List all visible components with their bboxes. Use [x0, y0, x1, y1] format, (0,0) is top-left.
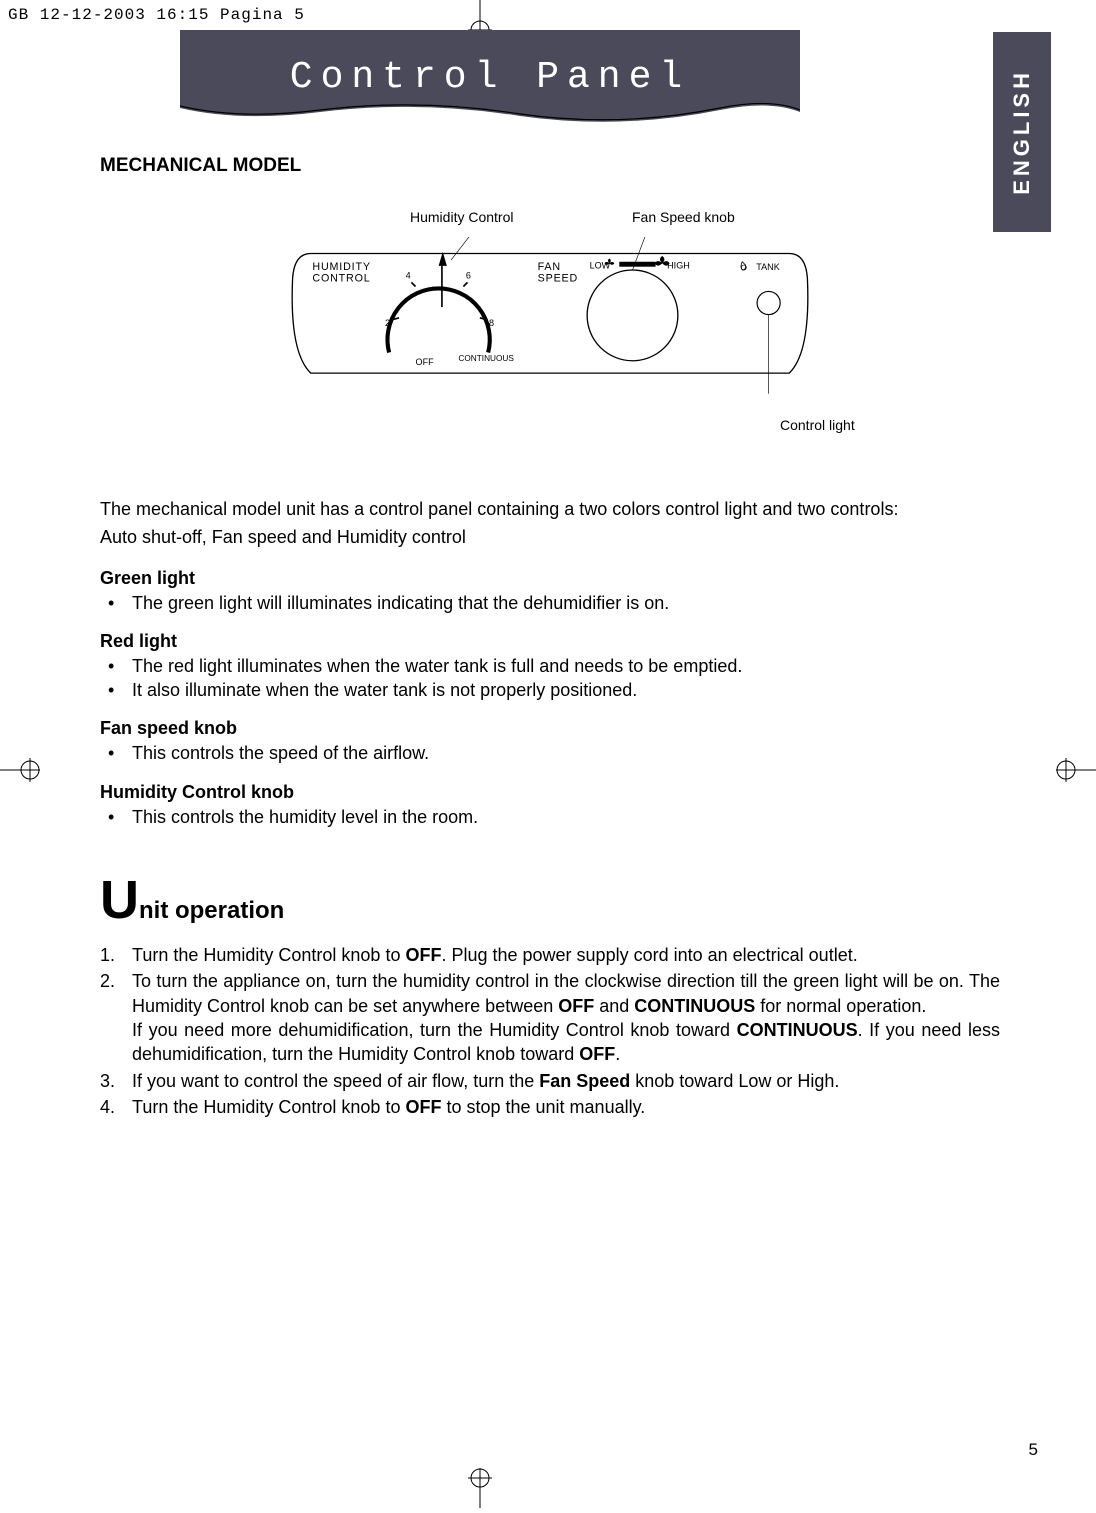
- step-3: If you want to control the speed of air …: [100, 1069, 1000, 1093]
- operation-steps: Turn the Humidity Control knob to OFF. P…: [100, 943, 1000, 1119]
- svg-text:8: 8: [489, 318, 494, 328]
- dropcap: U: [100, 879, 139, 922]
- fan-bullet-1: This controls the speed of the airflow.: [106, 741, 1000, 765]
- svg-text:TANK: TANK: [756, 262, 780, 272]
- intro-paragraph-1: The mechanical model unit has a control …: [100, 497, 1000, 521]
- red-bullet-2: It also illuminate when the water tank i…: [106, 678, 1000, 702]
- content: MECHANICAL MODEL Humidity Control Fan Sp…: [100, 155, 1000, 1121]
- panel-svg: OFF CONTINUOUS 2 4 6 8 HUMIDITY CONTROL: [220, 237, 880, 402]
- svg-text:HIGH: HIGH: [667, 260, 690, 270]
- crop-mark-bottom: [440, 1468, 520, 1508]
- step-1: Turn the Humidity Control knob to OFF. P…: [100, 943, 1000, 967]
- svg-text:CONTINUOUS: CONTINUOUS: [458, 354, 514, 363]
- svg-text:SPEED: SPEED: [538, 273, 578, 285]
- language-tab-text: ENGLISH: [1009, 69, 1035, 195]
- banner: Control Panel: [180, 30, 800, 128]
- svg-text:6: 6: [466, 270, 471, 280]
- svg-text:LOW: LOW: [590, 260, 611, 270]
- heading-green-light: Green light: [100, 568, 1000, 589]
- svg-text:FAN: FAN: [538, 261, 561, 273]
- svg-text:2: 2: [385, 318, 390, 328]
- hum-bullet-1: This controls the humidity level in the …: [106, 805, 1000, 829]
- heading-rest: nit operation: [139, 897, 284, 924]
- control-panel-diagram: Humidity Control Fan Speed knob Control …: [220, 207, 880, 437]
- heading-unit-operation: Unit operation: [100, 879, 1000, 925]
- crop-mark-right: [1056, 730, 1096, 810]
- page-number: 5: [1029, 1440, 1038, 1460]
- label-fan-speed-knob: Fan Speed knob: [632, 209, 735, 225]
- crop-mark-left: [0, 730, 40, 810]
- heading-humidity-control-knob: Humidity Control knob: [100, 782, 1000, 803]
- step-4: Turn the Humidity Control knob to OFF to…: [100, 1095, 1000, 1119]
- section-heading-mechanical: MECHANICAL MODEL: [100, 155, 1000, 177]
- print-meta-header: GB 12-12-2003 16:15 Pagina 5: [8, 6, 305, 24]
- page: GB 12-12-2003 16:15 Pagina 5 Control Pan…: [0, 0, 1096, 1508]
- svg-text:HUMIDITY: HUMIDITY: [312, 261, 370, 273]
- red-bullet-1: The red light illuminates when the water…: [106, 654, 1000, 678]
- green-bullet-1: The green light will illuminates indicat…: [106, 591, 1000, 615]
- label-humidity-control: Humidity Control: [410, 209, 513, 225]
- language-tab: ENGLISH: [993, 32, 1051, 232]
- svg-text:OFF: OFF: [416, 357, 435, 367]
- heading-red-light: Red light: [100, 631, 1000, 652]
- heading-fan-speed-knob: Fan speed knob: [100, 718, 1000, 739]
- step-2: To turn the appliance on, turn the humid…: [100, 969, 1000, 1066]
- svg-text:CONTROL: CONTROL: [312, 273, 370, 285]
- intro-paragraph-2: Auto shut-off, Fan speed and Humidity co…: [100, 525, 1000, 549]
- label-control-light: Control light: [780, 417, 855, 433]
- svg-text:4: 4: [406, 270, 411, 280]
- banner-title: Control Panel: [180, 56, 800, 99]
